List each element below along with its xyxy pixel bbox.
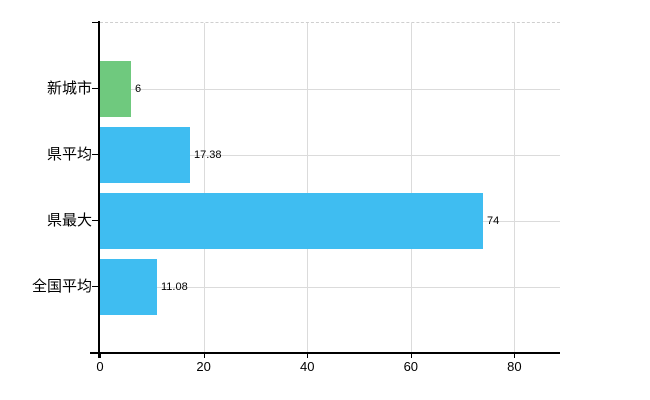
- category-label: 県平均: [46, 146, 92, 163]
- x-gridline: [307, 23, 309, 353]
- x-axis-tick: [307, 354, 309, 358]
- y-gridline: [100, 155, 560, 156]
- bar-value-label: 11.08: [161, 281, 188, 293]
- y-axis-tick: [92, 154, 98, 155]
- x-axis-tick: [410, 354, 412, 358]
- y-axis-tick: [92, 22, 98, 23]
- bar-value-label: 6: [135, 83, 142, 95]
- x-axis-line: [90, 352, 560, 354]
- y-gridline: [100, 89, 560, 90]
- y-axis-tick: [92, 220, 98, 221]
- bar: [100, 193, 483, 249]
- bar-value-label: 17.38: [194, 149, 222, 161]
- category-label: 新城市: [46, 80, 92, 97]
- bar: [100, 127, 190, 183]
- x-axis-tick: [514, 354, 516, 358]
- plot-top-border: [100, 22, 560, 23]
- x-tick-label: 40: [299, 359, 315, 374]
- x-tick-label: 60: [403, 359, 419, 374]
- y-axis-tick: [92, 88, 98, 89]
- bar: [100, 61, 131, 117]
- x-axis-tick: [203, 354, 205, 358]
- y-axis-line: [98, 21, 100, 358]
- category-label: 全国平均: [31, 278, 92, 295]
- x-tick-label: 0: [96, 359, 104, 374]
- bar-value-label: 74: [487, 215, 500, 227]
- x-axis-tick: [100, 354, 101, 358]
- x-gridline: [514, 23, 516, 353]
- bar: [100, 259, 157, 315]
- category-label: 県最大: [46, 212, 92, 229]
- x-gridline: [203, 23, 205, 353]
- x-tick-label: 80: [507, 359, 522, 374]
- x-tick-label: 20: [196, 359, 211, 374]
- x-gridline: [410, 23, 412, 353]
- y-gridline: [100, 287, 560, 288]
- y-axis-tick: [92, 286, 98, 287]
